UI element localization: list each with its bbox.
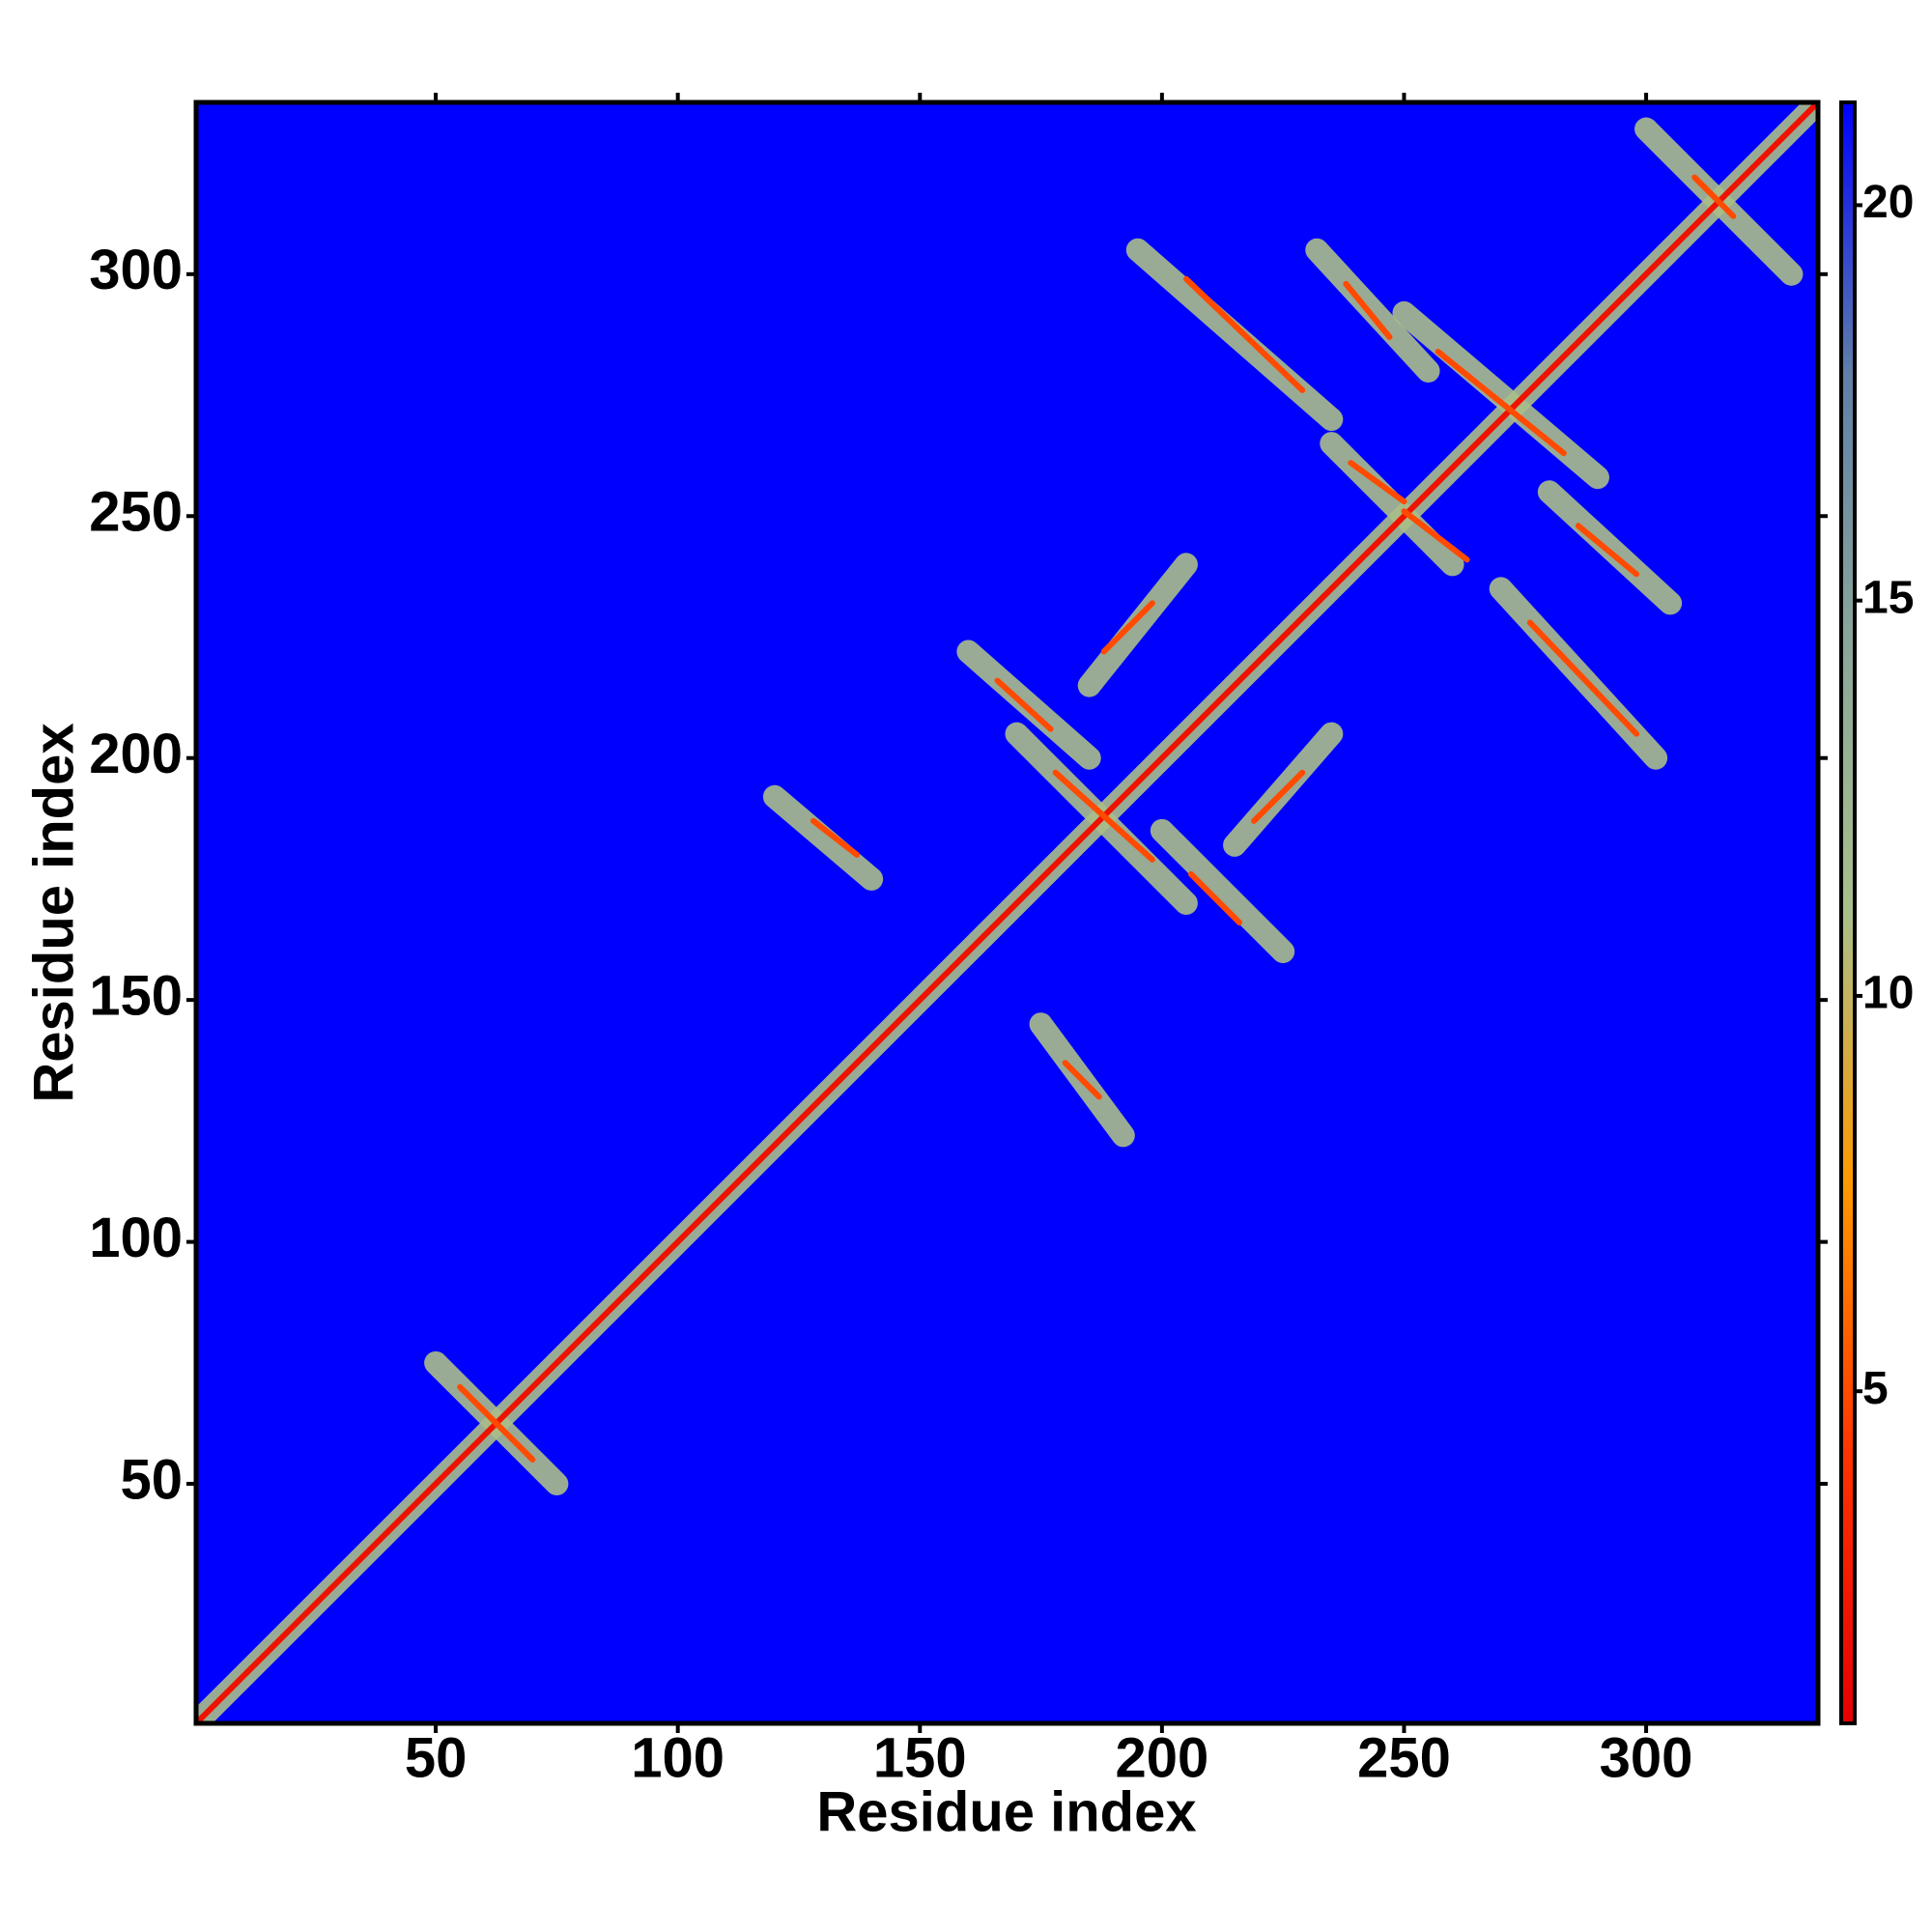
contact-strand (1435, 348, 1567, 457)
y-tick-label: 100 (89, 1207, 183, 1269)
contact-strand (1100, 600, 1155, 655)
y-tick-label: 300 (89, 239, 183, 301)
contact-strand (1052, 769, 1155, 863)
contact-strand (810, 817, 861, 858)
y-axis-label: Residue index (22, 723, 85, 1102)
x-tick-label: 250 (1357, 1726, 1451, 1789)
contact-strand (1187, 870, 1243, 926)
contact-strand (1401, 508, 1470, 563)
contact-strand (1062, 1060, 1102, 1100)
y-tick-label: 50 (120, 1448, 183, 1511)
contact-strand (994, 677, 1054, 732)
contact-band (1150, 818, 1295, 964)
contact-band (1537, 480, 1683, 615)
contact-strand (1575, 523, 1640, 578)
contact-band (1077, 553, 1198, 697)
colorbar-tick-label: 5 (1862, 1363, 1889, 1414)
colorbar-tick-label: 20 (1862, 177, 1914, 228)
contact-band (1305, 238, 1440, 383)
colorbar-tick-label: 15 (1862, 572, 1914, 623)
contact-strand (1691, 174, 1737, 219)
y-tick-label: 250 (89, 481, 183, 544)
x-tick-label: 150 (873, 1726, 967, 1789)
y-tick-label: 200 (89, 723, 183, 785)
contact-strand (196, 102, 1818, 1723)
contact-band (1392, 300, 1609, 490)
contact-strand (1182, 275, 1306, 394)
heatmap (196, 102, 1818, 1723)
contact-strand (1348, 460, 1407, 505)
x-tick-label: 100 (631, 1726, 724, 1789)
colorbar (1839, 100, 1857, 1725)
contact-strand (457, 1383, 536, 1463)
y-tick-label: 150 (89, 964, 183, 1027)
colorbar-tick-label: 10 (1862, 968, 1914, 1019)
plot-frame (193, 99, 1821, 1726)
contact-strand (1526, 619, 1640, 737)
contact-strand (1343, 280, 1393, 340)
x-tick-label: 200 (1115, 1726, 1208, 1789)
x-axis-label: Residue index (816, 1780, 1196, 1843)
contact-band (762, 784, 884, 891)
x-tick-label: 50 (405, 1726, 468, 1789)
x-tick-label: 300 (1600, 1726, 1693, 1789)
contact-band (956, 639, 1101, 770)
contact-strand (1251, 769, 1306, 824)
